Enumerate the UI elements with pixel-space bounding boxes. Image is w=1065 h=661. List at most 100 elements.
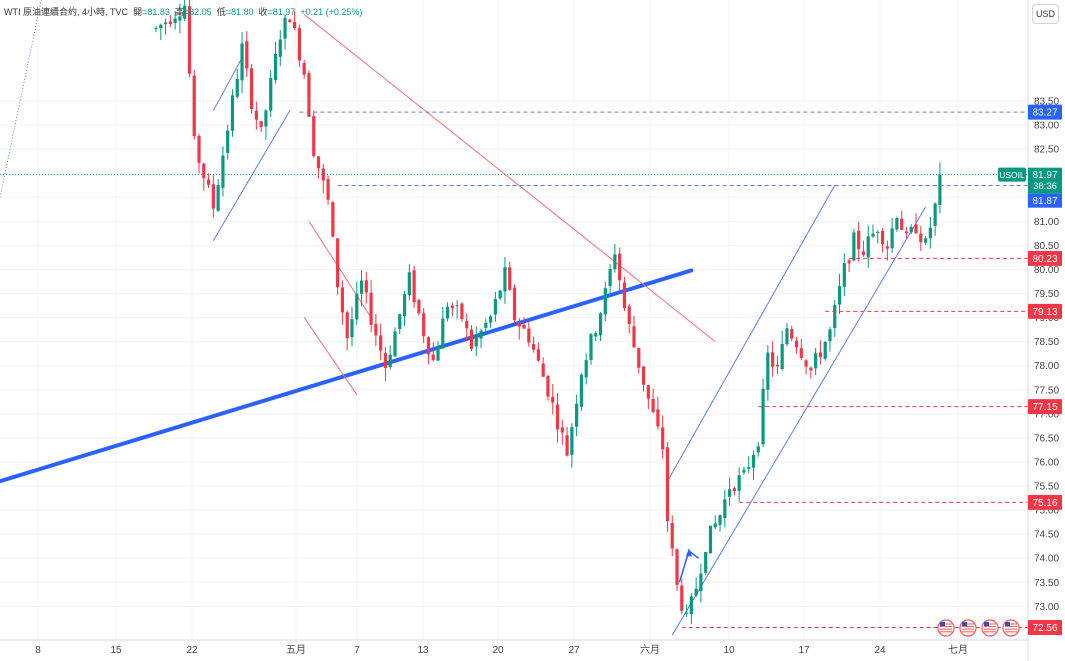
price-tag-bg xyxy=(1028,104,1062,120)
price-tag-label: 77.15 xyxy=(1032,402,1057,413)
candle-body xyxy=(546,376,550,397)
candle-body xyxy=(407,272,411,296)
candle-body xyxy=(168,21,172,24)
candle-body xyxy=(608,268,612,286)
time-tick-label: 17 xyxy=(798,645,810,656)
candle-body xyxy=(503,267,507,292)
candle-body xyxy=(551,396,555,403)
candle-body xyxy=(665,447,670,522)
blue-channel-upper-early xyxy=(212,57,243,111)
dotted-trendline xyxy=(0,0,42,198)
candle-body xyxy=(790,329,794,339)
candle-body xyxy=(436,346,440,361)
close-label: 收 xyxy=(258,7,268,17)
candle-body xyxy=(178,16,182,21)
candle-body xyxy=(412,270,416,303)
candle-body xyxy=(460,303,464,320)
candle-body xyxy=(479,330,483,339)
candle-body xyxy=(880,230,885,245)
candle-body xyxy=(374,323,378,336)
blue-arrow-head xyxy=(685,547,692,557)
interval: 4小時 xyxy=(82,7,106,17)
symbol-tag-label: USOIL xyxy=(999,170,1025,180)
candle-body xyxy=(828,329,832,342)
candle-body xyxy=(756,446,760,453)
candle-body xyxy=(732,488,736,491)
candle-body xyxy=(866,236,870,258)
candle-body xyxy=(493,299,497,315)
symbol-tag-bg xyxy=(998,167,1026,182)
price-tick-label: 73.00 xyxy=(1034,602,1059,613)
candle-body xyxy=(637,347,641,368)
candle-body xyxy=(369,292,373,325)
candle-body xyxy=(197,135,201,163)
candle-body xyxy=(914,224,918,234)
candle-body xyxy=(641,366,646,385)
candle-body xyxy=(895,218,899,230)
candle-body xyxy=(632,326,636,348)
candle-body xyxy=(794,340,799,348)
candle-body xyxy=(737,475,741,491)
candle-body xyxy=(833,304,837,329)
candle-body xyxy=(469,329,474,349)
last-price-label: 81.97 xyxy=(1032,170,1057,181)
candle-body xyxy=(890,228,894,249)
candle-body xyxy=(484,322,488,328)
candle-body xyxy=(388,354,392,368)
candle-body xyxy=(426,337,431,355)
currency-button[interactable]: USD xyxy=(1032,4,1059,24)
candle-body xyxy=(560,427,564,433)
price-tag-label: 75.16 xyxy=(1032,498,1057,509)
blue-trendline xyxy=(0,268,694,484)
candle-body xyxy=(814,353,818,369)
candle-body xyxy=(283,17,287,39)
candle-body xyxy=(598,313,603,336)
candle-body xyxy=(489,316,493,323)
price-tick-label: 77.50 xyxy=(1034,385,1059,396)
time-tick-label: 7 xyxy=(354,645,360,656)
red-trendline xyxy=(303,14,716,343)
blue-channel-upper xyxy=(667,185,836,482)
candle-body xyxy=(871,233,875,237)
price-tick-label: 80.50 xyxy=(1034,241,1059,252)
candle-body xyxy=(431,354,435,361)
candle-body xyxy=(536,349,540,361)
symbol-name: WTI 原油連續合約 xyxy=(4,7,77,17)
candle-body xyxy=(675,549,679,585)
candle-body xyxy=(183,5,187,19)
time-tick-label: 七月 xyxy=(948,644,968,656)
candle-body xyxy=(541,363,545,377)
candle-body xyxy=(718,515,722,525)
candle-body xyxy=(799,348,803,358)
price-tick-label: 81.00 xyxy=(1034,217,1059,228)
candle-body xyxy=(885,246,889,249)
price-tag-label: 72.56 xyxy=(1032,623,1057,634)
candle-body xyxy=(809,367,813,371)
candle-body xyxy=(771,352,775,367)
candle-body xyxy=(603,288,607,315)
candle-body xyxy=(555,404,560,430)
candle-body xyxy=(680,585,684,611)
candle-body xyxy=(780,344,784,370)
candle-body xyxy=(216,185,220,211)
candle-body xyxy=(264,110,268,127)
bid-tag-bg xyxy=(1028,193,1062,208)
candle-body xyxy=(235,79,239,97)
candle-body xyxy=(818,352,823,358)
close-value: =81.97 xyxy=(267,7,296,17)
candle-body xyxy=(938,174,942,205)
price-tick-label: 74.50 xyxy=(1034,530,1059,541)
candle-body xyxy=(512,287,517,321)
candle-body xyxy=(575,403,579,427)
candle-body xyxy=(579,374,584,407)
time-tick-label: 15 xyxy=(110,645,122,656)
candle-body xyxy=(708,525,713,554)
candle-body xyxy=(259,121,263,128)
candle-body xyxy=(316,156,321,169)
candle-body xyxy=(364,280,368,293)
candle-body xyxy=(900,218,904,231)
candle-body xyxy=(173,18,177,23)
candle-body xyxy=(221,155,225,188)
time-tick-label: 13 xyxy=(417,645,429,656)
